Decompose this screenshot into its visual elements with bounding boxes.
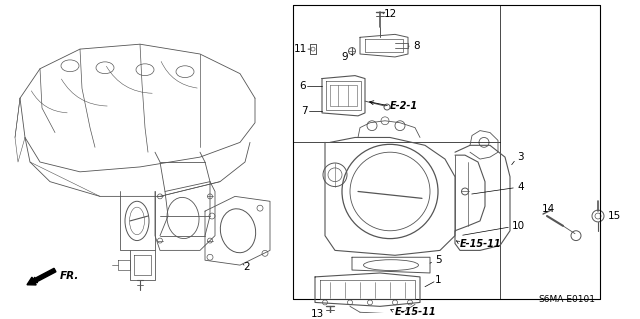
Text: 10: 10 [512,221,525,231]
Text: E-15-11: E-15-11 [395,307,436,317]
Text: 9: 9 [341,52,348,62]
Text: FR.: FR. [60,271,79,281]
Text: E-2-1: E-2-1 [390,101,418,111]
Text: 1: 1 [435,275,442,285]
Text: 6: 6 [300,81,306,92]
Text: 13: 13 [311,309,324,319]
Text: 8: 8 [413,41,420,51]
Text: 7: 7 [301,106,308,116]
Text: 5: 5 [435,255,442,265]
Text: E-15-11: E-15-11 [460,239,502,249]
Text: 15: 15 [608,211,621,221]
Text: 11: 11 [294,44,307,54]
FancyArrow shape [27,268,56,285]
Text: S6MA-E0101: S6MA-E0101 [538,295,595,304]
Text: 14: 14 [541,204,555,214]
Text: 3: 3 [517,152,524,162]
Text: 2: 2 [244,262,250,272]
Text: 4: 4 [517,182,524,192]
Text: 12: 12 [384,9,397,19]
